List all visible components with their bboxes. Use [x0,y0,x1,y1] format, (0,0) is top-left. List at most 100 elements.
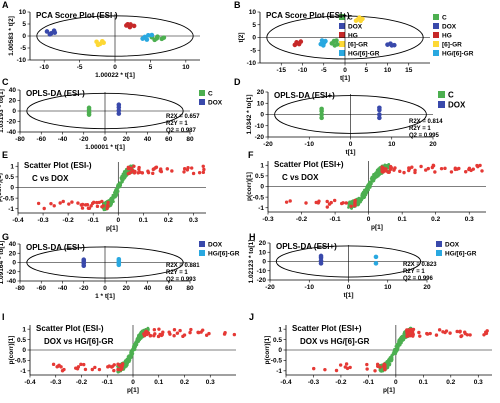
x-tick-label: -10 [305,141,315,148]
significant-point [409,327,413,332]
significant-point [383,365,387,369]
significant-point [172,334,176,338]
panel-letter: D [234,77,241,87]
significant-point [428,331,432,336]
y-tick-label: 0 [22,33,26,40]
significant-point [325,199,329,204]
legend-swatch [339,50,345,56]
significant-point [189,327,193,332]
variable-point [113,195,116,199]
variable-point [362,194,366,198]
panel-c: C -80 -60 -40 -20 0 20 40 60 80 -40 -20 0 20 40 1.00001… [0,77,223,151]
x-tick-label: -5 [321,67,327,74]
y-axis-label: 1.00583 * t[2] [8,16,15,56]
variable-point [102,207,106,211]
point--6-gr [95,42,101,48]
significant-point [60,369,65,373]
y-tick-label: -0.5 [271,358,283,365]
model-stat: R2X = 0.881 [166,263,200,269]
variable-point [385,361,388,364]
significant-point [316,201,321,205]
panel-title: Scatter Plot (ESI-) [36,324,104,333]
point-c [86,105,92,111]
panel-title: OPLS-DA (ESI-) [26,89,85,98]
significant-point [36,201,41,206]
significant-point [348,365,352,370]
significant-point [465,333,470,337]
legend-swatch [433,14,439,20]
variable-point [115,189,119,193]
model-stat: Q2 = 0.987 [166,128,197,134]
panel-letter: J [249,312,254,322]
x-tick-label: 0 [394,379,398,386]
legend-label: DOX [442,24,457,31]
legend-label: C [442,15,447,22]
variable-point [139,337,143,340]
point-c [319,115,324,121]
significant-point [443,330,447,335]
point-hg [292,42,298,48]
y-tick-label: 10 [249,9,257,16]
variable-point [396,344,400,348]
x-tick-label: -80 [15,285,25,292]
significant-point [132,164,136,168]
panel-title: PCA Score Plot (ESI+) [266,11,350,20]
significant-point [172,327,177,332]
significant-point [439,166,444,171]
significant-point [92,200,96,205]
variable-point [123,171,126,175]
significant-point [323,367,327,372]
x-tick-label: -0.4 [12,217,24,224]
point-hg-6-gr [373,254,379,260]
significant-point [344,362,349,366]
legend-label: DOX [448,101,466,110]
legend-swatch [199,99,205,105]
significant-point [480,169,484,173]
x-tick-label: 0 [103,285,107,292]
significant-point [182,167,187,171]
variable-point [347,201,351,205]
legend-label: DOX [348,24,363,31]
model-stat: Q2 = 0.995 [409,133,440,139]
significant-point [339,201,344,206]
significant-point [417,330,421,335]
x-tick-label: -0.2 [63,217,75,224]
legend-label: DOX [208,100,223,107]
panel-subtitle: C vs DOX [282,173,319,182]
variable-point [139,331,143,335]
x-tick-label: -15 [277,67,287,74]
model-stat: R2Y = 1 [409,126,431,132]
x-tick-label: 0.3 [465,216,474,223]
legend-swatch [438,91,445,98]
significant-point [151,167,156,172]
significant-point [411,332,415,337]
variable-point [125,360,129,364]
significant-point [59,365,63,369]
point-dox [44,29,50,34]
significant-point [424,168,428,172]
significant-point [153,332,157,336]
model-stat: R2Y = 1 [166,270,188,276]
point-dox [116,111,122,116]
significant-point [419,164,423,169]
significant-point [338,363,343,367]
y-tick-label: 0 [22,347,26,354]
significant-point [407,168,411,173]
x-axis-label: t[1] [340,75,350,82]
x-tick-label: 20 [123,285,131,292]
y-tick-label: -10 [247,60,257,67]
x-tick-label: 0 [131,379,135,386]
variable-point [367,185,371,189]
panel-title: PCA Score Plot (ESI-) [36,11,118,20]
y-tick-label: 0 [10,185,14,192]
significant-point [188,330,192,335]
y-tick-label: 1 [260,162,264,169]
point-dox [318,253,324,259]
y-tick-label: 10 [19,9,27,16]
significant-point [100,205,104,209]
model-stat: R2X = 0.657 [166,114,200,120]
legend-label: C [208,91,213,98]
significant-point [191,171,196,176]
variable-point [367,182,371,186]
x-tick-label: -0.2 [296,216,308,223]
